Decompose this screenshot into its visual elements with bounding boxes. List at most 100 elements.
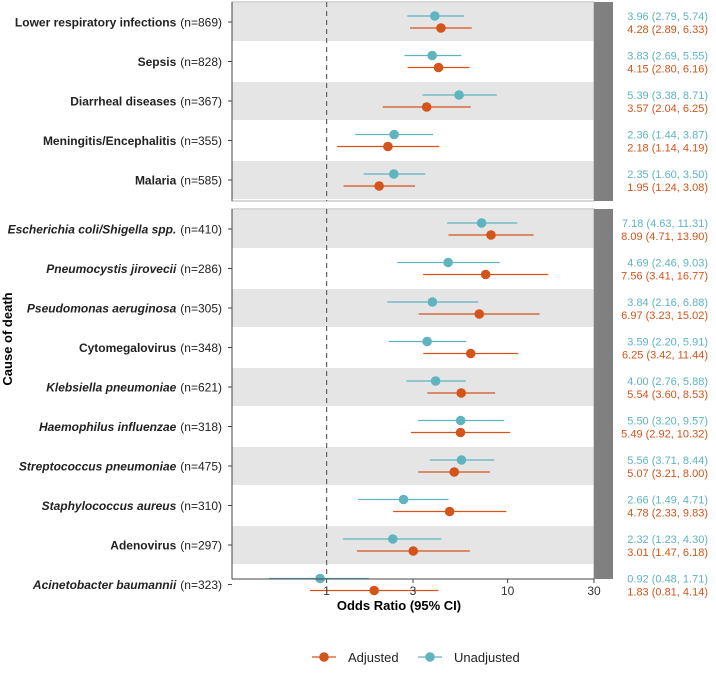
row-label-name: Meningitis/Encephalitis (43, 134, 177, 148)
row-label-name: Klebsiella pneumoniae (46, 381, 176, 395)
row-label-name: Adenovirus (110, 539, 176, 553)
x-tick-label: 10 (501, 584, 515, 598)
value-label-adjusted: 2.18 (1.14, 4.19) (627, 143, 708, 155)
row-band (232, 161, 594, 199)
row-label-n: (n=828) (180, 55, 222, 69)
value-label-unadjusted: 5.50 (3.20, 9.57) (627, 416, 708, 428)
row-label-name: Staphylococcus aureus (42, 499, 177, 513)
row-label-n: (n=621) (180, 381, 222, 395)
row-label: Escherichia coli/Shigella spp. (n=410) (8, 223, 222, 237)
row-label-name: Pneumocystis jirovecii (46, 262, 177, 276)
panel-strip (594, 209, 613, 579)
row-label-n: (n=286) (180, 262, 222, 276)
row-band (232, 42, 594, 81)
row-label-n: (n=305) (180, 302, 222, 316)
point-unadjusted (454, 90, 464, 100)
row-label: Diarrheal diseases (n=367) (70, 95, 222, 109)
panel-1: Escherichia coli/Shigella spp. (n=410) 7.1… (8, 208, 708, 604)
value-label-adjusted: 5.49 (2.92, 10.32) (621, 429, 708, 441)
value-label-adjusted: 7.56 (3.41, 16.77) (621, 271, 708, 283)
row-band (232, 249, 594, 288)
panel-0: Lower respiratory infections (n=869) 3.96 … (15, 1, 708, 202)
point-adjusted (486, 230, 496, 240)
row-label-n: (n=475) (180, 460, 222, 474)
row-band (232, 210, 594, 248)
value-label-unadjusted: 7.18 (4.63, 11.31) (622, 218, 708, 230)
legend-marker-adjusted (319, 652, 329, 662)
row-label: Pseudomonas aeruginosa (n=305) (27, 302, 222, 316)
value-label-adjusted: 3.57 (2.04, 6.25) (627, 103, 708, 115)
row-label: Streptococcus pneumoniae (n=475) (19, 460, 222, 474)
point-unadjusted (455, 415, 466, 426)
row-band (232, 407, 594, 446)
x-tick-label: 3 (410, 584, 417, 598)
row-label: Sepsis (n=828) (138, 55, 222, 69)
value-label-adjusted: 4.15 (2.80, 6.16) (627, 64, 708, 76)
legend-label-adjusted: Adjusted (348, 650, 399, 665)
value-label-unadjusted: 5.56 (3.71, 8.44) (627, 455, 708, 467)
point-adjusted (474, 309, 485, 319)
point-adjusted (369, 585, 379, 596)
row-label-name: Cytomegalovirus (79, 341, 177, 355)
point-adjusted (433, 62, 444, 73)
point-adjusted (444, 506, 455, 517)
value-label-adjusted: 3.01 (1.47, 6.18) (627, 547, 708, 559)
row-label-name: Escherichia coli/Shigella spp. (8, 223, 177, 237)
row-label: Acinetobacter baumannii (n=323) (32, 578, 222, 592)
value-label-unadjusted: 4.00 (2.76, 5.88) (627, 376, 708, 388)
value-label-adjusted: 6.97 (3.23, 15.02) (621, 310, 708, 322)
row-label: Staphylococcus aureus (n=310) (42, 499, 222, 513)
point-adjusted (455, 427, 466, 438)
row-label-n: (n=869) (180, 16, 222, 30)
row-label: Cytomegalovirus (n=348) (79, 341, 222, 355)
row-label-name: Lower respiratory infections (15, 16, 177, 30)
point-adjusted (480, 269, 491, 280)
x-axis-title: Odds Ratio (95% CI) (337, 598, 461, 613)
row-label: Haemophilus influenzae (n=318) (39, 420, 222, 434)
value-label-unadjusted: 2.35 (1.60, 3.50) (627, 169, 708, 181)
row-band (232, 447, 594, 485)
value-label-adjusted: 5.07 (3.21, 8.00) (627, 468, 708, 480)
row-band (232, 3, 594, 41)
row-label: Lower respiratory infections (n=869) (15, 16, 222, 30)
row-band (232, 526, 594, 564)
point-adjusted (436, 23, 446, 33)
row-band (232, 328, 594, 367)
row-band (232, 368, 594, 406)
point-unadjusted (430, 376, 441, 386)
value-label-unadjusted: 5.39 (3.38, 8.71) (627, 90, 708, 102)
point-adjusted (374, 181, 384, 191)
point-unadjusted (456, 455, 467, 465)
row-label-n: (n=355) (180, 134, 222, 148)
value-label-adjusted: 4.78 (2.33, 9.83) (627, 508, 708, 520)
row-label: Pneumocystis jirovecii (n=286) (46, 262, 222, 276)
row-label-n: (n=348) (180, 341, 222, 355)
legend-label-unadjusted: Unadjusted (454, 650, 520, 665)
row-band (232, 82, 594, 120)
point-unadjusted (427, 297, 438, 307)
value-label-adjusted: 1.83 (0.81, 4.14) (627, 587, 708, 599)
value-label-adjusted: 5.54 (3.60, 8.53) (627, 389, 708, 401)
point-unadjusted (389, 129, 399, 140)
row-label-n: (n=318) (180, 420, 222, 434)
legend: Adjusted Unadjusted (312, 650, 520, 665)
value-label-unadjusted: 2.66 (1.49, 4.71) (627, 495, 708, 507)
point-adjusted (383, 141, 393, 152)
row-label-name: Acinetobacter baumannii (32, 578, 177, 592)
value-label-unadjusted: 2.36 (1.44, 3.87) (627, 130, 708, 142)
row-label-name: Malaria (135, 174, 177, 188)
value-label-unadjusted: 3.84 (2.16, 6.88) (627, 297, 708, 309)
row-label-n: (n=297) (180, 539, 222, 553)
row-label-n: (n=310) (180, 499, 222, 513)
value-label-adjusted: 1.95 (1.24, 3.08) (627, 182, 708, 194)
legend-marker-unadjusted (425, 652, 435, 662)
point-unadjusted (430, 11, 440, 21)
panel-strip (594, 2, 613, 201)
value-label-unadjusted: 4.69 (2.46, 9.03) (627, 258, 708, 270)
row-band (232, 565, 594, 604)
point-unadjusted (476, 218, 487, 228)
row-label-name: Streptococcus pneumoniae (19, 460, 177, 474)
row-label-name: Diarrheal diseases (70, 95, 176, 109)
value-label-adjusted: 6.25 (3.42, 11.44) (622, 350, 708, 362)
